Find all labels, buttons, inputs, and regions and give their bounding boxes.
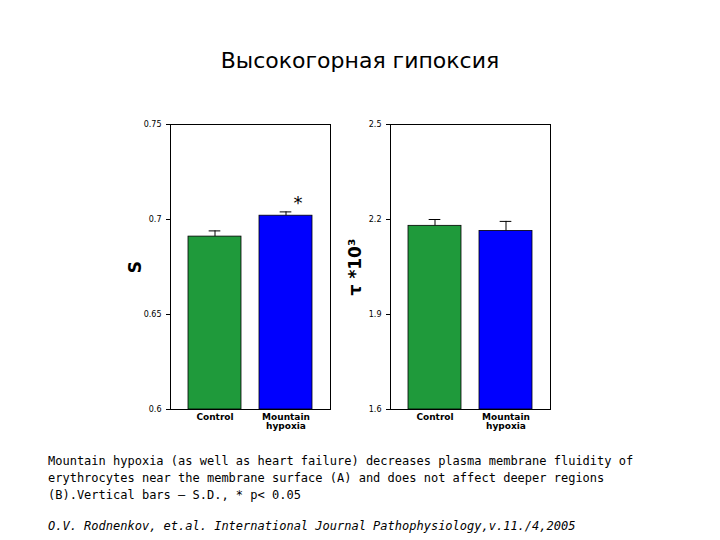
svg-text:1.6: 1.6 (369, 405, 382, 414)
svg-text:0.75: 0.75 (144, 120, 162, 129)
svg-text:2.2: 2.2 (369, 215, 382, 224)
svg-text:Control: Control (196, 412, 233, 422)
svg-text:Mountainhypoxia: Mountainhypoxia (482, 412, 530, 431)
html-text:Mountain hypoxia (as well as h: Mountain hypoxia (as well as heart failu… (48, 454, 634, 502)
svg-text:1.9: 1.9 (369, 310, 382, 319)
svg-text:τ *10³: τ *10³ (345, 239, 365, 296)
svg-text:*: * (294, 192, 303, 213)
svg-text:Mountainhypoxia: Mountainhypoxia (262, 412, 310, 431)
svg-text:S: S (125, 261, 145, 273)
svg-text:0.65: 0.65 (144, 310, 162, 319)
svg-text:2.5: 2.5 (369, 120, 382, 129)
svg-text:Control: Control (416, 412, 453, 422)
svg-text:0.7: 0.7 (149, 215, 162, 224)
html-text:Высокогорная гипоксия: Высокогорная гипоксия (220, 48, 500, 73)
svg-text:0.6: 0.6 (149, 405, 162, 414)
html-text:O.V. Rodnenkov, et.al. Interna: O.V. Rodnenkov, et.al. International Jou… (48, 519, 576, 533)
